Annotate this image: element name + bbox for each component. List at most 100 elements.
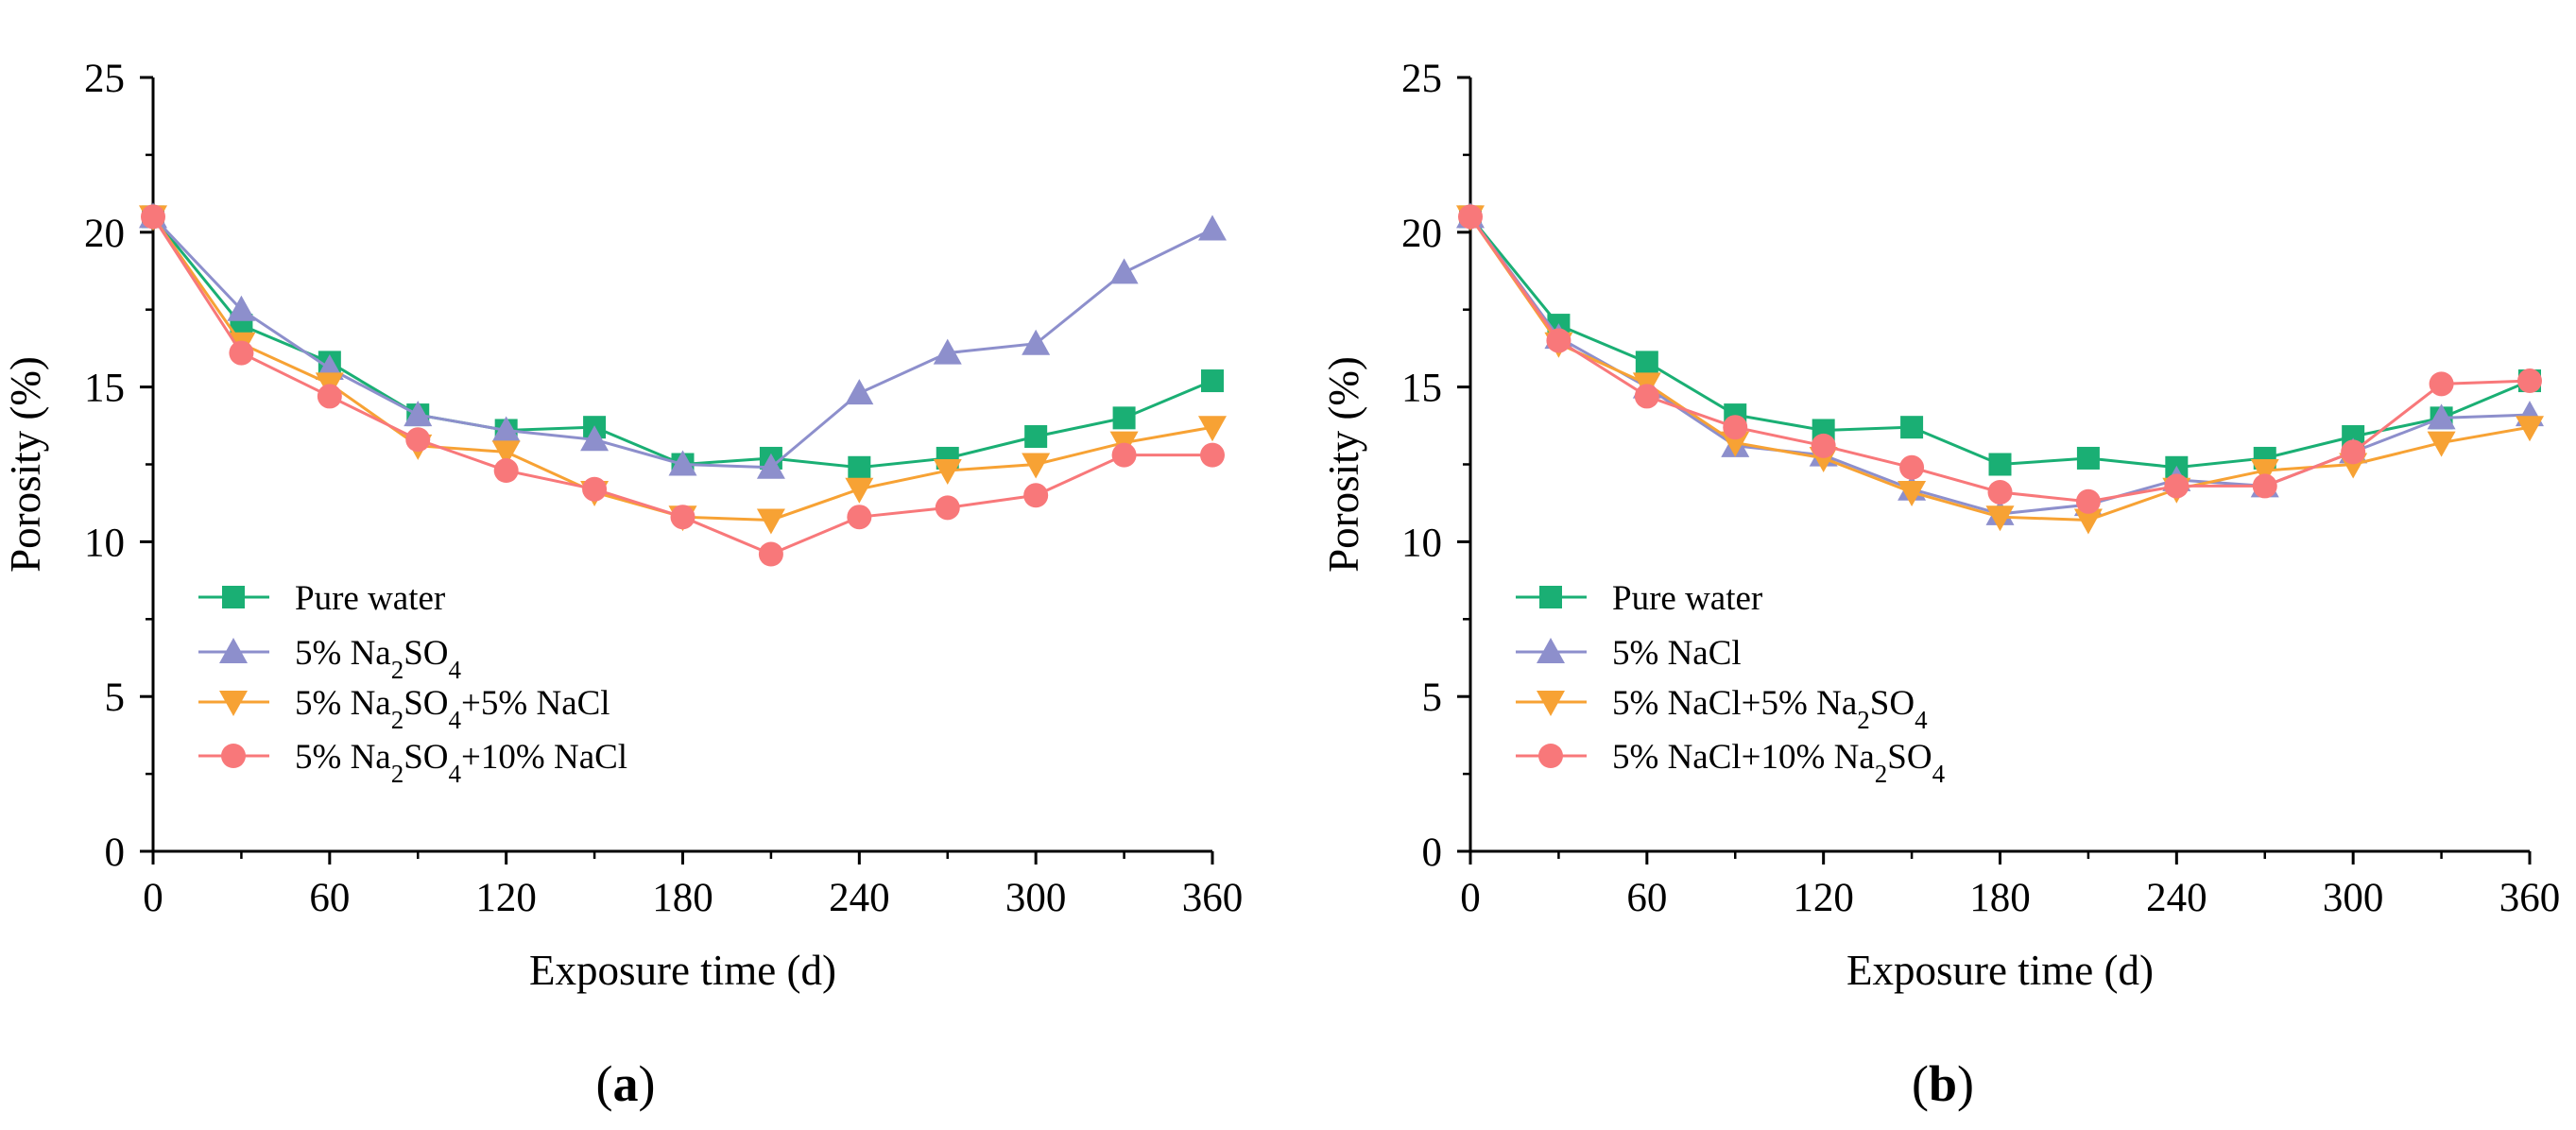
data-point bbox=[2516, 416, 2544, 442]
data-point bbox=[227, 295, 256, 321]
x-tick-label: 0 bbox=[1460, 876, 1481, 920]
y-axis-title: Porosity (%) bbox=[2, 356, 49, 573]
legend-item: 5% NaCl+5% Na2SO4 bbox=[1516, 684, 1928, 734]
data-point bbox=[670, 505, 696, 530]
data-point bbox=[1024, 425, 1048, 449]
panel-label-close: ) bbox=[1957, 1055, 1974, 1112]
legend-marker bbox=[221, 744, 246, 768]
data-point bbox=[1112, 406, 1136, 430]
series-3 bbox=[139, 205, 1227, 535]
legend-item: Pure water bbox=[1516, 579, 1762, 618]
data-point bbox=[1201, 369, 1224, 393]
data-point bbox=[2427, 403, 2456, 430]
legend-text-run: 5% Na bbox=[295, 738, 391, 777]
data-point bbox=[2073, 508, 2103, 535]
data-point bbox=[1898, 480, 1927, 506]
legend-label: 5% NaCl+5% Na2SO4 bbox=[1612, 684, 1928, 734]
data-point bbox=[582, 476, 608, 502]
legend-subscript: 4 bbox=[449, 706, 462, 734]
y-tick-label: 5 bbox=[105, 676, 126, 720]
data-point bbox=[2075, 488, 2101, 514]
x-tick-label: 300 bbox=[1005, 876, 1067, 920]
x-tick-label: 60 bbox=[309, 876, 350, 920]
data-point bbox=[1723, 415, 1748, 440]
legend-text-run: SO bbox=[404, 738, 448, 777]
data-point bbox=[493, 458, 519, 484]
data-point bbox=[845, 477, 874, 504]
legend-text-run: SO bbox=[404, 634, 448, 673]
data-point bbox=[141, 204, 165, 230]
series-line bbox=[151, 215, 1212, 556]
panel-label: (a) bbox=[596, 1055, 656, 1112]
panel-label-letter: b bbox=[1929, 1055, 1957, 1112]
y-tick-label: 20 bbox=[84, 212, 125, 256]
legend-text-run: +10% NaCl bbox=[461, 738, 627, 777]
panel-label-close: ) bbox=[639, 1055, 656, 1112]
data-point bbox=[1200, 442, 1225, 468]
legend-text-run: Pure water bbox=[1612, 579, 1762, 618]
series-line bbox=[151, 215, 1213, 470]
y-tick-label: 10 bbox=[84, 521, 125, 565]
data-point bbox=[1198, 416, 1227, 442]
y-tick-label: 10 bbox=[1401, 521, 1442, 565]
data-point bbox=[2252, 473, 2277, 499]
y-tick-label: 25 bbox=[1401, 57, 1442, 101]
legend-subscript: 2 bbox=[1875, 760, 1888, 788]
series-1 bbox=[1459, 205, 2541, 479]
legend-text-run: +5% NaCl bbox=[461, 684, 610, 723]
data-point bbox=[933, 459, 962, 486]
data-point bbox=[756, 453, 785, 479]
y-tick-label: 15 bbox=[84, 367, 125, 411]
legend-item: 5% NaCl+10% Na2SO4 bbox=[1516, 738, 1946, 788]
data-point bbox=[2250, 459, 2279, 486]
data-point bbox=[2429, 371, 2454, 397]
legend-subscript: 4 bbox=[1932, 760, 1946, 788]
data-point bbox=[1721, 431, 1750, 457]
data-point bbox=[1635, 351, 1658, 374]
data-point bbox=[848, 455, 871, 479]
chart-panel-a: 0 60 120 180 240 300 360 0 5 10 15 20 25 Exposure tim… bbox=[2, 57, 1243, 1112]
data-point bbox=[758, 541, 783, 567]
x-tick-label: 240 bbox=[2146, 876, 2207, 920]
y-tick-label: 15 bbox=[1401, 367, 1442, 411]
legend-label: 5% NaCl bbox=[1612, 634, 1742, 673]
y-axis-title: Porosity (%) bbox=[1320, 356, 1367, 573]
data-point bbox=[2164, 473, 2190, 499]
panel-label-open: ( bbox=[1912, 1055, 1929, 1112]
data-point bbox=[1985, 505, 2015, 532]
data-point bbox=[1458, 204, 1483, 230]
data-point bbox=[1111, 442, 1137, 468]
legend-subscript: 2 bbox=[391, 656, 404, 684]
y-tick-label: 0 bbox=[105, 830, 126, 875]
legend-subscript: 4 bbox=[1915, 706, 1928, 734]
data-point bbox=[1022, 453, 1051, 479]
data-point bbox=[229, 340, 254, 366]
legend-label: 5% Na2SO4+5% NaCl bbox=[295, 684, 610, 734]
data-point bbox=[668, 450, 697, 476]
data-point bbox=[1811, 433, 1836, 458]
legend-marker bbox=[1537, 638, 1565, 663]
legend-text-run: 5% Na bbox=[295, 684, 391, 723]
legend-subscript: 4 bbox=[449, 760, 462, 788]
x-tick-label: 0 bbox=[143, 876, 163, 920]
data-point bbox=[580, 425, 610, 452]
legend-marker bbox=[219, 691, 248, 716]
legend-marker bbox=[1538, 744, 1563, 768]
y-tick-label: 20 bbox=[1401, 212, 1442, 256]
data-point bbox=[933, 338, 962, 365]
x-tick-label: 180 bbox=[1969, 876, 2031, 920]
x-tick-label: 120 bbox=[1793, 876, 1854, 920]
x-tick-label: 240 bbox=[829, 876, 890, 920]
data-point bbox=[1546, 328, 1571, 353]
series-4 bbox=[1458, 204, 2542, 514]
legend-subscript: 2 bbox=[391, 706, 404, 734]
legend-item: 5% NaCl bbox=[1516, 634, 1742, 673]
x-tick-label: 180 bbox=[652, 876, 713, 920]
legend-text-run: SO bbox=[404, 684, 448, 723]
legend-item: 5% Na2SO4 bbox=[198, 634, 462, 684]
y-tick-label: 0 bbox=[1422, 830, 1443, 875]
data-point bbox=[1198, 214, 1227, 241]
legend-text-run: 5% Na bbox=[295, 634, 391, 673]
data-point bbox=[847, 505, 872, 530]
